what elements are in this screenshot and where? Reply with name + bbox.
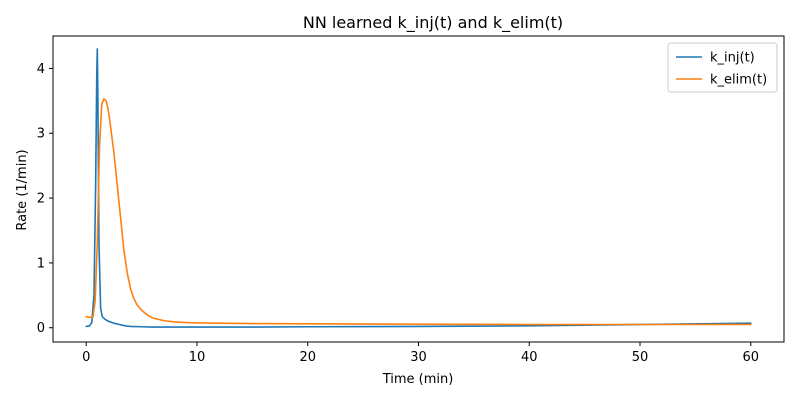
- y-tick-label: 4: [37, 62, 45, 77]
- x-tick-label: 0: [82, 350, 90, 365]
- y-axis-label: Rate (1/min): [15, 149, 30, 230]
- legend: k_inj(t) k_elim(t): [667, 42, 778, 93]
- legend-label-1: k_elim(t): [710, 73, 767, 88]
- y-tick-label: 1: [37, 256, 45, 271]
- x-tick-label: 10: [189, 350, 206, 365]
- series-line-0: [85, 48, 752, 328]
- x-tick-label: 30: [410, 350, 427, 365]
- x-tick-label: 60: [742, 350, 759, 365]
- chart-title: NN learned k_inj(t) and k_elim(t): [303, 13, 563, 33]
- axes: 0 10 20 30 40 50 60 0 1 2 3 4: [37, 35, 785, 365]
- x-tick-label: 40: [521, 350, 538, 365]
- series-line-1: [85, 98, 752, 326]
- y-tick-label: 0: [37, 321, 45, 336]
- legend-label-0: k_inj(t): [710, 51, 755, 66]
- x-axis-label: Time (min): [382, 372, 454, 387]
- y-tick-label: 2: [37, 192, 45, 207]
- x-tick-label: 20: [299, 350, 316, 365]
- x-tick-label: 50: [632, 350, 649, 365]
- y-tick-label: 3: [37, 127, 45, 142]
- series-group: [85, 48, 752, 328]
